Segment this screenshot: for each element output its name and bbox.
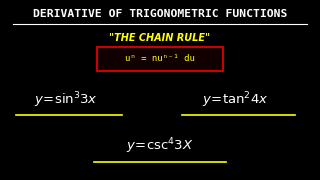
Text: $y\!=\!\csc^4\!3X$: $y\!=\!\csc^4\!3X$ [126, 137, 194, 156]
Text: uⁿ = nuⁿ⁻¹ du: uⁿ = nuⁿ⁻¹ du [125, 54, 195, 63]
Text: $y\!=\!\sin^3\!3x$: $y\!=\!\sin^3\!3x$ [34, 90, 98, 110]
Text: DERIVATIVE OF TRIGONOMETRIC FUNCTIONS: DERIVATIVE OF TRIGONOMETRIC FUNCTIONS [33, 9, 287, 19]
Text: $y\!=\!\tan^2\!4x$: $y\!=\!\tan^2\!4x$ [202, 90, 268, 110]
FancyBboxPatch shape [97, 47, 223, 71]
Text: "THE CHAIN RULE": "THE CHAIN RULE" [109, 33, 211, 43]
